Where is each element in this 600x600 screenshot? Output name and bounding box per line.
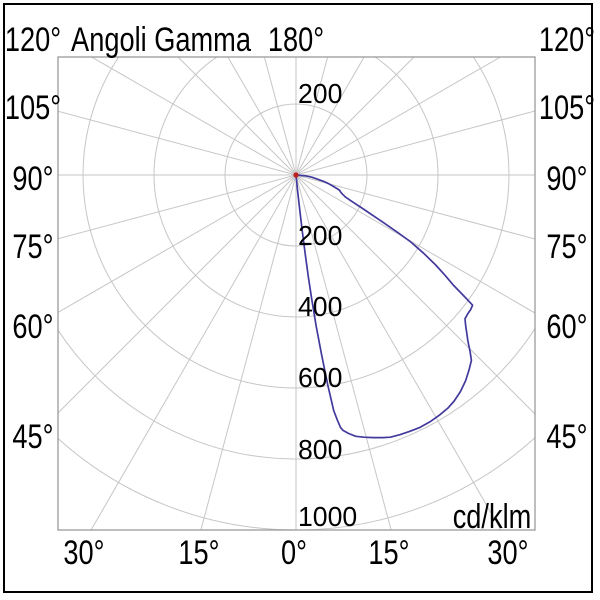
- bottom-angle-label: 15°: [178, 534, 220, 572]
- origin-dot: [293, 172, 299, 178]
- left-angle-label: 75°: [12, 228, 54, 266]
- chart-title: Angoli Gamma: [71, 21, 251, 59]
- grid-ring: [153, 57, 439, 318]
- grid-ray: [227, 57, 297, 176]
- top-angle-label: 180°: [267, 21, 325, 59]
- grid-ring: [58, 327, 535, 460]
- left-angle-label: 105°: [4, 89, 62, 127]
- grid-ray: [90, 174, 297, 530]
- grid-ray: [295, 57, 329, 176]
- left-angle-label: 120°: [4, 21, 62, 59]
- bottom-angle-label: 30°: [487, 534, 529, 572]
- right-angle-label: 90°: [546, 160, 588, 198]
- right-angle-label: 105°: [538, 89, 596, 127]
- grid-ray: [58, 110, 297, 176]
- plot-frame: [57, 56, 536, 531]
- intensity-curve: [295, 174, 474, 439]
- grid-ray: [295, 174, 535, 240]
- grid-ray: [177, 57, 297, 176]
- grid-ray: [58, 174, 297, 414]
- grid-ring: [82, 57, 510, 389]
- ring-value-label: 400: [298, 291, 343, 322]
- right-angle-label: 60°: [546, 308, 588, 346]
- grid-ray: [58, 174, 297, 313]
- bottom-angle-label: 15°: [368, 534, 410, 572]
- ring-value-label: 1000: [298, 501, 358, 532]
- grid-ray: [263, 57, 297, 176]
- grid-ray: [295, 174, 535, 415]
- ring-value-label: 800: [298, 434, 343, 465]
- ring-value-label: 600: [298, 362, 343, 393]
- grid-ray: [295, 57, 415, 176]
- grid-ray: [295, 174, 535, 314]
- left-angle-label: 45°: [12, 418, 54, 456]
- right-angle-label: 120°: [538, 21, 596, 59]
- right-angle-label: 45°: [546, 418, 588, 456]
- bottom-angle-label: 30°: [63, 534, 105, 572]
- grid-ray: [200, 174, 297, 530]
- ring-value-label: 200: [298, 78, 343, 109]
- grid-ray: [58, 174, 297, 240]
- right-angle-label: 75°: [546, 228, 588, 266]
- grid-ray: [295, 174, 502, 530]
- grid-ray: [295, 57, 365, 176]
- grid-ray: [295, 174, 392, 530]
- grid-ray: [295, 110, 535, 176]
- bottom-angle-label: 0°: [280, 534, 308, 572]
- left-angle-label: 60°: [12, 308, 54, 346]
- grid-ring: [224, 103, 368, 247]
- left-angle-label: 90°: [12, 160, 54, 198]
- unit-label: cd/klm: [452, 498, 532, 536]
- ring-value-label: 200: [298, 220, 343, 251]
